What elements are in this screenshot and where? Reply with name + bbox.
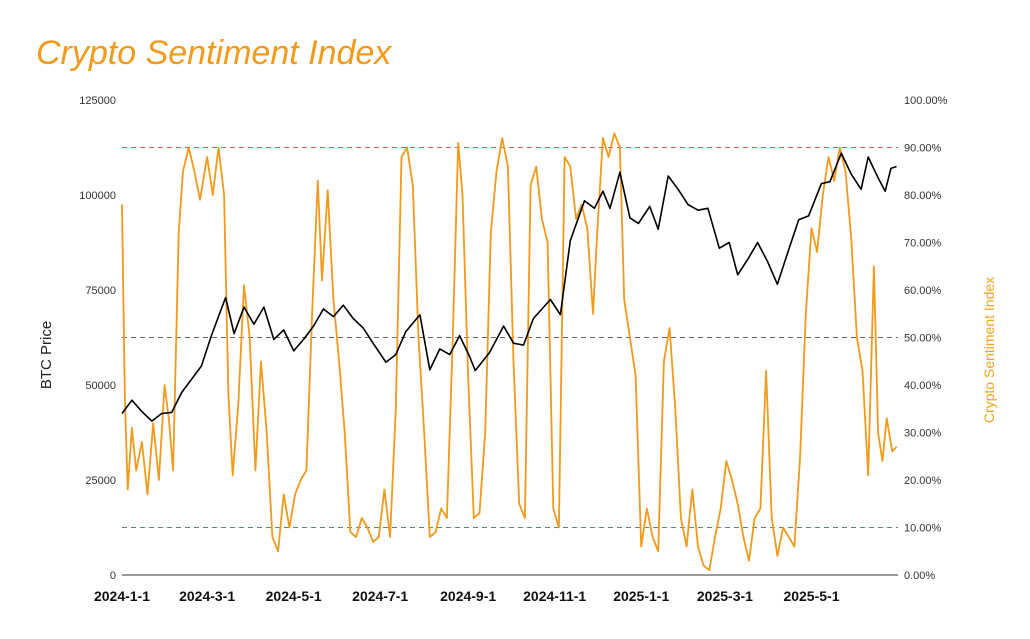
y-right-tick-label: 60.00% bbox=[904, 285, 942, 297]
x-tick-label: 2024-9-1 bbox=[440, 588, 496, 604]
y-right-tick-label: 20.00% bbox=[904, 475, 942, 487]
series-layer bbox=[121, 132, 898, 572]
x-tick-label: 2024-7-1 bbox=[352, 588, 408, 604]
y-right-tick-label: 0.00% bbox=[904, 570, 935, 582]
sentiment-line bbox=[121, 132, 898, 572]
y-right-tick-label: 40.00% bbox=[904, 380, 942, 392]
y-axis-right-label: Crypto Sentiment Index bbox=[981, 277, 997, 423]
btc-price-line bbox=[121, 152, 897, 422]
x-tick-label: 2025-3-1 bbox=[697, 588, 753, 604]
y-left-tick-label: 100000 bbox=[79, 190, 116, 202]
x-tick-label: 2024-11-1 bbox=[523, 588, 586, 604]
x-axis-ticks: 2024-1-1 2024-3-1 2024-5-1 2024-7-1 2024-9-1… bbox=[94, 588, 840, 604]
x-tick-label: 2024-3-1 bbox=[179, 588, 235, 604]
y-right-tick-label: 30.00% bbox=[904, 428, 942, 440]
y-right-tick-label: 90.00% bbox=[904, 143, 942, 155]
y-left-tick-label: 50000 bbox=[85, 380, 116, 392]
chart-title: Crypto Sentiment Index bbox=[36, 34, 392, 72]
y-left-tick-label: 25000 bbox=[85, 475, 116, 487]
x-tick-label: 2025-1-1 bbox=[613, 588, 669, 604]
y-right-tick-label: 10.00% bbox=[904, 523, 942, 535]
y-right-tick-label: 50.00% bbox=[904, 333, 942, 345]
y-axis-left-label: BTC Price bbox=[38, 321, 55, 389]
y-left-tick-label: 125000 bbox=[79, 95, 116, 107]
y-left-tick-label: 75000 bbox=[85, 285, 116, 297]
y-right-tick-label: 80.00% bbox=[904, 190, 942, 202]
y-right-tick-label: 70.00% bbox=[904, 238, 942, 250]
y-axis-left-ticks: 0 25000 50000 75000 100000 125000 bbox=[79, 95, 116, 582]
x-tick-label: 2025-5-1 bbox=[783, 588, 839, 604]
x-tick-label: 2024-5-1 bbox=[266, 588, 322, 604]
y-left-tick-label: 0 bbox=[110, 570, 116, 582]
y-axis-right-ticks: 0.00% 10.00% 20.00% 30.00% 40.00% 50.00% 60.00… bbox=[904, 95, 948, 582]
y-right-tick-label: 100.00% bbox=[904, 95, 948, 107]
x-tick-label: 2024-1-1 bbox=[94, 588, 150, 604]
